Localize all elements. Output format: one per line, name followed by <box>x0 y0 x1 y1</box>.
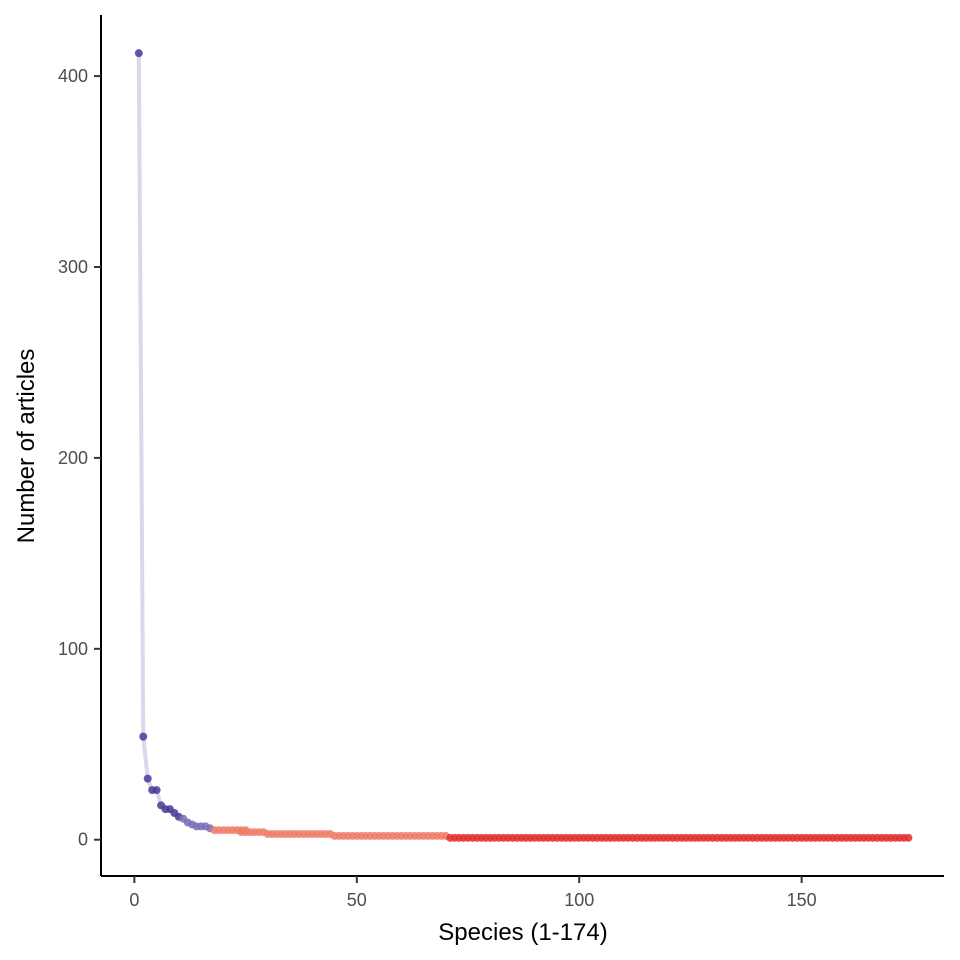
axes: 0 100 200 300 400 0 50 100 150 <box>58 15 944 910</box>
x-tick-label: 0 <box>129 890 139 910</box>
y-axis-title: Number of articles <box>13 349 40 544</box>
y-tick-label: 300 <box>58 257 88 277</box>
data-point <box>134 49 143 58</box>
data-point <box>143 774 152 783</box>
y-tick-label: 0 <box>78 830 88 850</box>
y-tick-label: 400 <box>58 66 88 86</box>
data-point <box>139 732 148 741</box>
x-tick-label: 100 <box>564 890 594 910</box>
data-point <box>152 786 161 795</box>
x-tick-label: 150 <box>787 890 817 910</box>
y-tick-label: 200 <box>58 448 88 468</box>
x-axis-title: Species (1-174) <box>438 919 607 946</box>
y-tick-label: 100 <box>58 639 88 659</box>
data-point <box>904 833 913 842</box>
trend-line <box>136 51 911 840</box>
x-tick-label: 50 <box>347 890 367 910</box>
plot-area <box>134 49 913 842</box>
